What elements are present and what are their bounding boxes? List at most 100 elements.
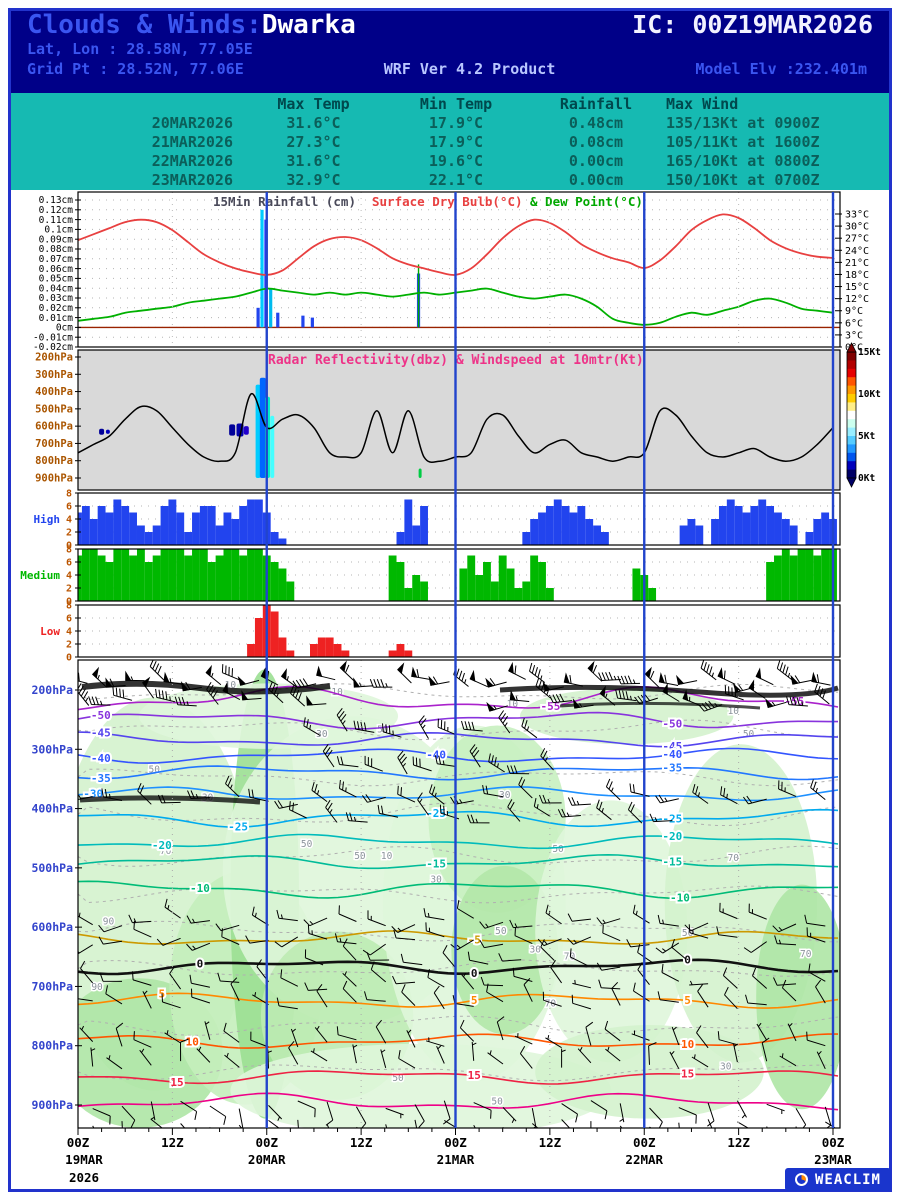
panel-borders: [77, 191, 841, 1129]
svg-text:-15: -15: [662, 856, 682, 869]
cross-section-temp-labels: -55 -55-50-50-45-45-40 -40 -40-35-35-30-25-…: [81, 693, 806, 1091]
svg-text:5Kt: 5Kt: [858, 431, 875, 442]
svg-text:0.08cm: 0.08cm: [39, 244, 74, 255]
svg-text:-25: -25: [662, 812, 682, 825]
cell-max-wind: 135/13Kt at 0900Z: [666, 113, 820, 132]
svg-text:12Z: 12Z: [350, 1135, 373, 1150]
rain-bar: [301, 315, 305, 328]
svg-text:70: 70: [800, 949, 812, 960]
svg-text:00Z: 00Z: [633, 1135, 656, 1150]
svg-text:15°C: 15°C: [845, 282, 869, 293]
time-axis: 00Z 12Z 00Z 12Z 00Z 12Z 00Z 12Z 00Z 19MAR 2026 20MA…: [65, 1128, 852, 1185]
svg-text:70: 70: [728, 853, 740, 864]
initial-condition-label: IC: 00Z19MAR2026: [632, 10, 873, 39]
svg-text:-40: -40: [662, 748, 682, 761]
svg-text:21°C: 21°C: [845, 258, 869, 269]
svg-text:12Z: 12Z: [161, 1135, 184, 1150]
cell-max-wind: 165/10Kt at 0800Z: [666, 151, 820, 170]
svg-text:0Kt: 0Kt: [858, 473, 875, 484]
cell-min-temp: 22.1°C: [428, 170, 484, 189]
svg-text:-40: -40: [426, 748, 446, 761]
svg-text:0.03cm: 0.03cm: [39, 293, 74, 304]
rain-bar: [310, 317, 314, 328]
svg-text:6°C: 6°C: [845, 318, 863, 329]
cell-rainfall: 0.08cm: [568, 132, 624, 151]
svg-text:0.02cm: 0.02cm: [39, 303, 74, 314]
svg-text:10Kt: 10Kt: [858, 389, 881, 400]
panel-surface-axes: 0.13cm0.12cm0.11cm0.1cm0.09cm0.08cm0.07c…: [33, 195, 869, 353]
svg-text:700hPa: 700hPa: [31, 979, 73, 993]
radar-echo: [270, 415, 275, 478]
svg-text:300hPa: 300hPa: [35, 369, 73, 381]
cell-date: 20MAR2026: [151, 113, 233, 132]
cell-max-temp: 31.6°C: [286, 113, 341, 132]
svg-text:30: 30: [316, 729, 328, 740]
svg-text:8: 8: [66, 545, 72, 556]
svg-text:0: 0: [197, 957, 204, 970]
cell-max-temp: 31.6°C: [286, 151, 341, 170]
header-title-row: Clouds & Winds:Dwarka IC: 00Z19MAR2026: [27, 10, 873, 40]
cell-min-temp: 17.9°C: [428, 113, 484, 132]
svg-text:-0.01cm: -0.01cm: [33, 332, 73, 343]
svg-text:5: 5: [471, 994, 478, 1007]
panel-surface-titles: 15Min Rainfall (cm) Surface Dry Bulb(°C) &…: [213, 194, 643, 209]
page-title-prefix: Clouds & Winds:: [27, 10, 262, 40]
svg-text:-45: -45: [91, 727, 111, 740]
svg-text:21MAR: 21MAR: [437, 1152, 475, 1167]
svg-text:30°C: 30°C: [845, 222, 869, 233]
svg-text:0.11cm: 0.11cm: [39, 215, 74, 226]
svg-text:-0.02cm: -0.02cm: [33, 342, 73, 353]
svg-text:500hPa: 500hPa: [31, 861, 73, 875]
svg-text:4: 4: [66, 571, 72, 582]
svg-text:24°C: 24°C: [845, 246, 869, 257]
svg-text:9°C: 9°C: [845, 306, 863, 317]
svg-text:8: 8: [66, 489, 72, 500]
rain-bar: [260, 209, 264, 328]
svg-text:0.01cm: 0.01cm: [39, 313, 74, 324]
svg-text:-50: -50: [662, 717, 682, 730]
table-row: 21MAR2026 27.3°C 17.9°C 0.08cm 105/11Kt at 1…: [11, 132, 889, 151]
svg-text:-50: -50: [91, 709, 111, 722]
svg-text:12Z: 12Z: [727, 1135, 750, 1150]
cell-rainfall: 0.00cm: [568, 170, 624, 189]
table-header-max: Max Temp: [277, 94, 350, 113]
svg-text:Surface Dry Bulb(°C): Surface Dry Bulb(°C): [372, 194, 523, 209]
radar-echo: [259, 377, 266, 478]
summary-table: Max Temp Min Temp Rainfall Max Wind 20MAR202…: [11, 93, 889, 190]
svg-text:700hPa: 700hPa: [35, 438, 73, 450]
strip-medium-axis: 8 6 4 2 0 Medium: [20, 545, 81, 608]
svg-text:4: 4: [66, 627, 72, 638]
table-header-min: Min Temp: [419, 94, 493, 113]
rain-bar: [256, 307, 260, 328]
svg-text:10: 10: [186, 1036, 199, 1049]
svg-text:30: 30: [499, 790, 511, 801]
svg-text:00Z: 00Z: [67, 1135, 90, 1150]
svg-text:0: 0: [66, 653, 72, 664]
svg-text:500hPa: 500hPa: [35, 403, 73, 415]
svg-text:400hPa: 400hPa: [31, 802, 73, 816]
svg-text:-10: -10: [670, 892, 690, 905]
svg-text:4: 4: [66, 515, 72, 526]
svg-text:0.1cm: 0.1cm: [44, 225, 73, 236]
svg-text:27°C: 27°C: [845, 234, 869, 245]
day-lines: [265, 192, 835, 1128]
svg-text:10: 10: [381, 851, 393, 862]
cell-date: 23MAR2026: [151, 170, 233, 189]
cell-rainfall: 0.48cm: [568, 113, 624, 132]
svg-text:00Z: 00Z: [822, 1135, 845, 1150]
rain-bar: [269, 288, 273, 328]
svg-text:2: 2: [66, 528, 72, 539]
table-row: 23MAR2026 32.9°C 22.1°C 0.00cm 150/10Kt at 0…: [11, 170, 889, 189]
header: Clouds & Winds:Dwarka IC: 00Z19MAR2026 L…: [11, 11, 889, 93]
svg-text:2026: 2026: [69, 1170, 99, 1185]
svg-text:10: 10: [331, 687, 343, 698]
svg-text:15Kt: 15Kt: [858, 347, 881, 358]
svg-text:10: 10: [681, 1038, 694, 1051]
radar-echo: [99, 428, 105, 435]
svg-text:-20: -20: [662, 830, 682, 843]
svg-text:23MAR: 23MAR: [814, 1152, 852, 1167]
svg-text:15: 15: [681, 1068, 694, 1081]
half-day-gridlines: [171, 192, 740, 1128]
svg-text:400hPa: 400hPa: [35, 386, 73, 398]
